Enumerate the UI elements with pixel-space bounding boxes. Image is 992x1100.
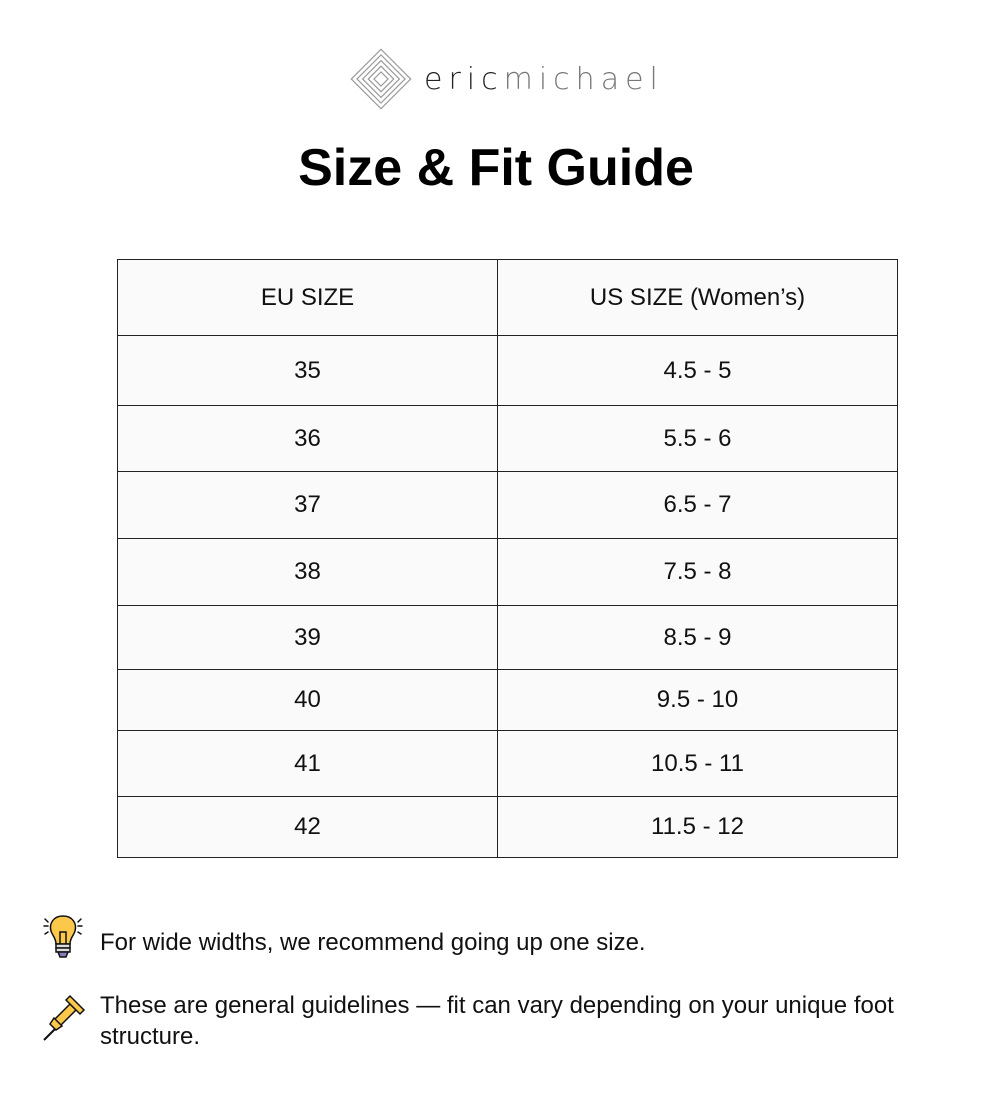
eu-size-cell: 41 — [117, 730, 498, 797]
table-row: 36 5.5 - 6 — [117, 405, 898, 472]
table-row: 37 6.5 - 7 — [117, 471, 898, 539]
diamond-logo-icon — [350, 48, 412, 110]
pushpin-icon — [43, 994, 86, 1041]
brand-name-part1: eric — [424, 61, 504, 97]
size-table: EU SIZE US SIZE (Women’s) 35 4.5 - 5 36 5.… — [117, 259, 898, 858]
eu-size-cell: 36 — [117, 405, 498, 472]
brand-logo: ericmichael — [350, 48, 664, 110]
us-size-cell: 6.5 - 7 — [497, 471, 898, 539]
eu-size-cell: 38 — [117, 538, 498, 606]
table-row: 40 9.5 - 10 — [117, 669, 898, 731]
eu-size-cell: 42 — [117, 796, 498, 858]
eu-size-cell: 39 — [117, 605, 498, 670]
us-size-cell: 7.5 - 8 — [497, 538, 898, 606]
header-us-size: US SIZE (Women’s) — [497, 259, 898, 336]
eu-size-cell: 35 — [117, 335, 498, 406]
table-header-row: EU SIZE US SIZE (Women’s) — [117, 259, 898, 336]
table-row: 35 4.5 - 5 — [117, 335, 898, 406]
page-title: Size & Fit Guide — [298, 139, 694, 197]
us-size-cell: 9.5 - 10 — [497, 669, 898, 731]
us-size-cell: 5.5 - 6 — [497, 405, 898, 472]
us-size-cell: 10.5 - 11 — [497, 730, 898, 797]
guidelines-note: These are general guidelines — fit can v… — [100, 992, 894, 1050]
table-row: 38 7.5 - 8 — [117, 538, 898, 606]
us-size-cell: 4.5 - 5 — [497, 335, 898, 406]
eu-size-cell: 37 — [117, 471, 498, 539]
brand-name: ericmichael — [424, 62, 664, 97]
brand-name-part2: michael — [503, 61, 664, 97]
eu-size-cell: 40 — [117, 669, 498, 731]
us-size-cell: 8.5 - 9 — [497, 605, 898, 670]
table-row: 39 8.5 - 9 — [117, 605, 898, 670]
wide-width-note: For wide widths, we recommend going up o… — [100, 929, 646, 956]
header-eu-size: EU SIZE — [117, 259, 498, 336]
us-size-cell: 11.5 - 12 — [497, 796, 898, 858]
lightbulb-icon — [43, 915, 83, 958]
table-row: 42 11.5 - 12 — [117, 796, 898, 858]
table-row: 41 10.5 - 11 — [117, 730, 898, 797]
